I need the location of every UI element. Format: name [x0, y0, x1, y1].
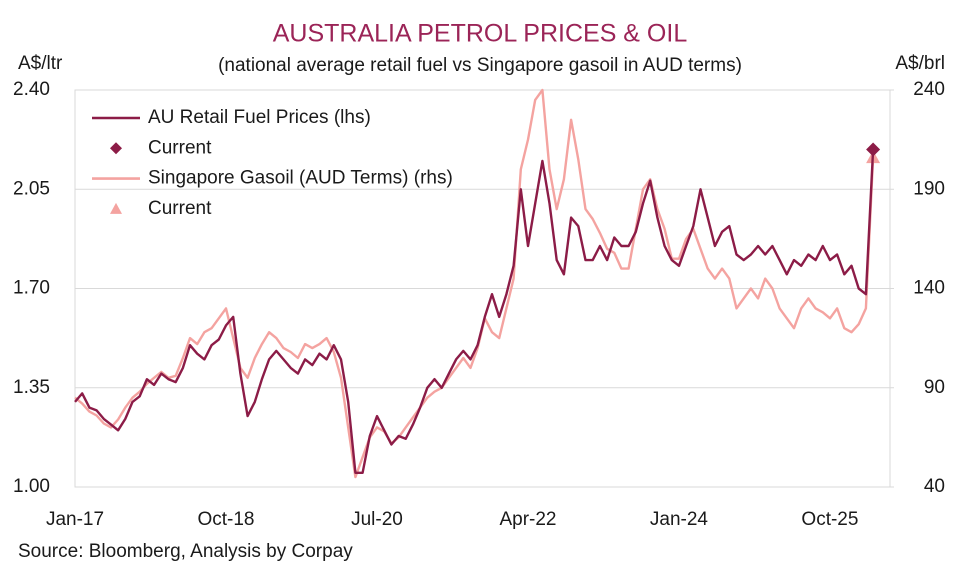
legend-symbol: [110, 202, 122, 214]
source-note: Source: Bloomberg, Analysis by Corpay: [18, 541, 353, 562]
x-tick-label: Jan-24: [650, 509, 709, 530]
x-tick-label: Oct-18: [197, 509, 254, 530]
x-tick-label: Oct-25: [801, 509, 858, 530]
y-axis-label: A$/ltr: [18, 53, 63, 74]
y-tick-label: 1.70: [13, 278, 50, 299]
data-line: [74, 149, 875, 474]
y2-tick-label: 90: [924, 377, 945, 398]
y2-axis-label: A$/brl: [895, 53, 945, 74]
y-tick-label: 2.05: [13, 178, 50, 199]
y2-tick-label: 140: [913, 278, 945, 299]
y2-tick-label: 40: [924, 476, 945, 497]
y-tick-label: 1.00: [13, 476, 50, 497]
chart-subtitle: (national average retail fuel vs Singapo…: [218, 55, 742, 76]
legend-label: Current: [148, 137, 212, 158]
current-marker: [866, 142, 881, 157]
legend-label: AU Retail Fuel Prices (lhs): [148, 107, 371, 128]
x-tick-label: Jul-20: [351, 509, 403, 530]
legend-label: Singapore Gasoil (AUD Terms) (rhs): [148, 168, 453, 189]
data-line: [74, 88, 875, 479]
y2-tick-label: 240: [913, 79, 945, 100]
x-tick-label: Apr-22: [499, 509, 556, 530]
y2-tick-label: 190: [913, 178, 945, 199]
legend-label: Current: [148, 198, 212, 219]
y-tick-label: 1.35: [13, 377, 50, 398]
legend-symbol: [110, 142, 122, 155]
x-tick-label: Jan-17: [46, 509, 104, 530]
chart-title: AUSTRALIA PETROL PRICES & OIL: [273, 20, 688, 48]
y-tick-label: 2.40: [13, 79, 50, 100]
